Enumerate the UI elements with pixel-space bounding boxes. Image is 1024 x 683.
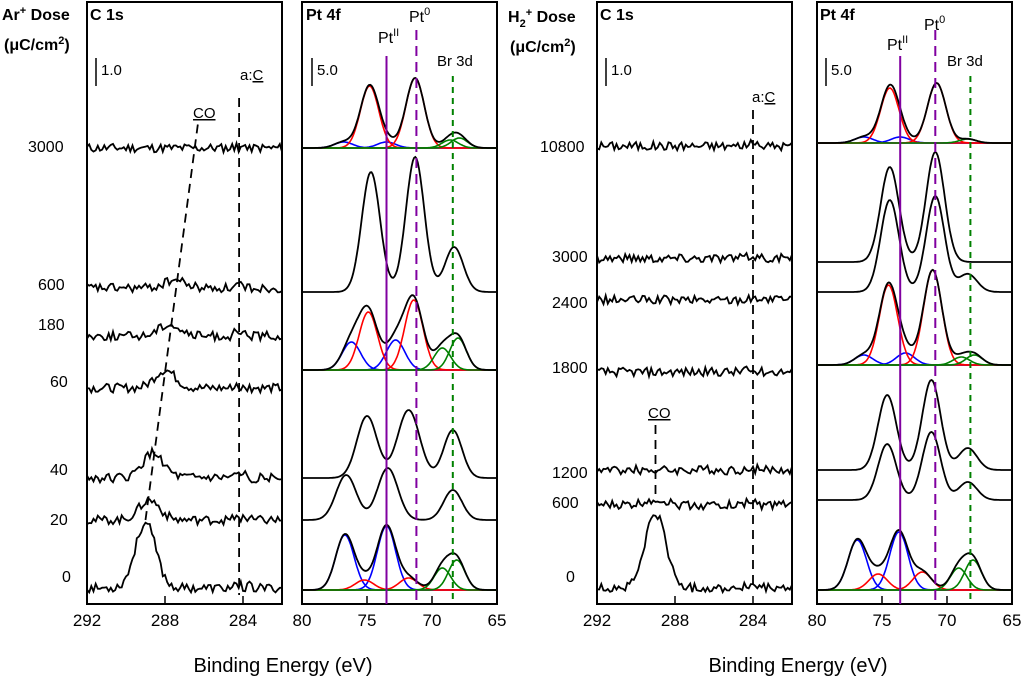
h2-dose-1800: 1800 [552, 360, 588, 377]
tick-label-pt4f_h2-0: 80 [808, 611, 827, 630]
ar-dose-60: 60 [50, 374, 68, 391]
ar-dose-40: 40 [50, 462, 68, 479]
pt4f-h2-spectrum-0 [817, 82, 1012, 144]
panel-c1s-ar-frame [86, 1, 283, 605]
pt4f-ar-spectrum-0-fit-2 [302, 85, 497, 149]
c1s-h2-spectrum-0 [596, 514, 793, 595]
tick-label-c1s_ar-2: 284 [229, 611, 257, 630]
pt4f-h2-spectrum-0-fit-2 [817, 87, 1012, 144]
pt4f-h2-spectrum-1 [817, 150, 1012, 263]
pt4f-ar-spectrum-1 [302, 155, 497, 293]
scale-label-c1s-h2: 1.0 [611, 62, 632, 79]
pt4f-ar-spectrum-4 [302, 467, 497, 521]
pt4f-ar-spectrum-5-fit-2 [302, 579, 497, 591]
tick-label-pt4f_ar-3: 65 [488, 611, 507, 630]
ar-dose-180: 180 [38, 317, 65, 334]
pt2-label-h2: PtII [887, 34, 908, 54]
h2-dose-10800: 10800 [540, 139, 585, 156]
pt4f-h2-spectrum-2 [817, 194, 1012, 293]
c1s-ar-spectrum-0 [86, 521, 282, 595]
tick-label-c1s_ar-0: 292 [73, 611, 101, 630]
tick-label-c1s_h2-1: 288 [661, 611, 689, 630]
scale-label-c1s-ar: 1.0 [101, 62, 122, 79]
c1s-ar-spectrum-60 [86, 369, 283, 395]
tick-label-c1s_ar-1: 288 [151, 611, 179, 630]
pt0-label-ar: Pt0 [409, 6, 430, 26]
scale-label-pt4f-h2: 5.0 [831, 62, 852, 79]
carbon-label-h2: a:C [752, 89, 776, 106]
co-label-ar: CO [193, 105, 216, 122]
pt4f-ar-spectrum-0 [302, 77, 497, 149]
spectra-layer: 292 288 284 80 75 70 65 292 288 284 80 75 70 65 [73, 30, 1022, 630]
x-axis-title-left: Binding Energy (eV) [194, 655, 373, 677]
pt4f-h2-spectrum-3-fit-3 [817, 269, 1012, 366]
c1s-h2-spectrum-3000 [596, 251, 793, 265]
c1s-h2-spectrum-10800 [596, 138, 793, 153]
pt4f-h2-spectrum-6-fit-4 [817, 567, 1012, 591]
co-guide-line-ar [144, 121, 200, 521]
panel-pt4f-h2-frame [816, 1, 1013, 605]
h2-dose-3000: 3000 [552, 249, 588, 266]
c1s-h2-spectrum-600 [596, 496, 793, 513]
ar-dose-600: 600 [38, 277, 65, 294]
co-label-h2: CO [648, 405, 671, 422]
c1s-ar-spectrum-20 [86, 496, 283, 528]
ar-dose-unit: (μC/cm2) [4, 35, 70, 54]
br-label-h2: Br 3d [947, 53, 983, 70]
h2-dose-unit: (μC/cm2) [510, 37, 576, 56]
pt4f-h2-spectrum-0-fit-3 [817, 82, 1012, 144]
scale-label-pt4f-ar: 5.0 [317, 62, 338, 79]
carbon-label-ar: a:C [240, 67, 264, 84]
ar-dose-3000: 3000 [28, 139, 64, 156]
tick-label-pt4f_h2-3: 65 [1003, 611, 1022, 630]
panel-title-c1s-h2: C 1s [600, 7, 634, 24]
panel-pt4f-ar-frame [301, 1, 498, 605]
panel-title-c1s-ar: C 1s [90, 7, 124, 24]
c1s-ar-spectrum-600 [86, 276, 283, 295]
c1s-h2-spectrum-1200 [596, 461, 793, 477]
h2-dose-1200: 1200 [552, 465, 588, 482]
pt4f-ar-spectrum-2-fit-3 [302, 299, 497, 371]
tick-label-pt4f_h2-2: 70 [938, 611, 957, 630]
panel-title-pt4f-ar: Pt 4f [306, 7, 341, 24]
pt4f-h2-spectrum-3 [817, 268, 1012, 366]
pt4f-h2-spectrum-6 [817, 529, 1012, 591]
ar-dose-20: 20 [50, 512, 68, 529]
pt4f-ar-spectrum-0-fit-3 [302, 77, 497, 149]
pt4f-ar-spectrum-5-fit-3 [302, 577, 497, 591]
pt4f-ar-spectrum-2 [302, 294, 497, 371]
tick-label-c1s_h2-2: 284 [739, 611, 767, 630]
tick-label-pt4f_ar-1: 75 [358, 611, 377, 630]
pt4f-h2-spectrum-6-fit-1 [817, 531, 1012, 591]
br-label-ar: Br 3d [437, 53, 473, 70]
tick-label-pt4f_h2-1: 75 [873, 611, 892, 630]
c1s-ar-spectrum-180 [86, 322, 283, 344]
pt4f-ar-spectrum-3 [302, 409, 497, 479]
tick-label-pt4f_ar-0: 80 [293, 611, 312, 630]
h2-dose-header: H2+ Dose [508, 7, 576, 30]
h2-dose-0: 0 [566, 569, 575, 586]
c1s-ar-spectrum-3000 [86, 139, 283, 156]
c1s-h2-spectrum-2400 [596, 292, 792, 308]
tick-label-pt4f_ar-2: 70 [423, 611, 442, 630]
c1s-ar-spectrum-40 [86, 445, 283, 485]
panel-c1s-h2-frame [596, 1, 793, 605]
pt0-label-h2: Pt0 [924, 14, 945, 34]
ar-dose-0: 0 [62, 569, 71, 586]
pt4f-ar-spectrum-0-fit-5 [302, 137, 497, 149]
c1s-h2-spectrum-1800 [596, 364, 793, 380]
tick-label-c1s_h2-0: 292 [583, 611, 611, 630]
pt4f-h2-spectrum-4 [817, 378, 1012, 471]
pt4f-h2-spectrum-5 [817, 431, 1012, 501]
panel-title-pt4f-h2: Pt 4f [820, 7, 855, 24]
h2-dose-600: 600 [552, 495, 579, 512]
x-axis-title-right: Binding Energy (eV) [709, 655, 888, 677]
h2-dose-2400: 2400 [552, 295, 588, 312]
pt2-label-ar: PtII [378, 27, 399, 47]
ar-dose-header: Ar+ Dose [2, 5, 70, 24]
pt4f-ar-spectrum-5 [302, 523, 497, 591]
